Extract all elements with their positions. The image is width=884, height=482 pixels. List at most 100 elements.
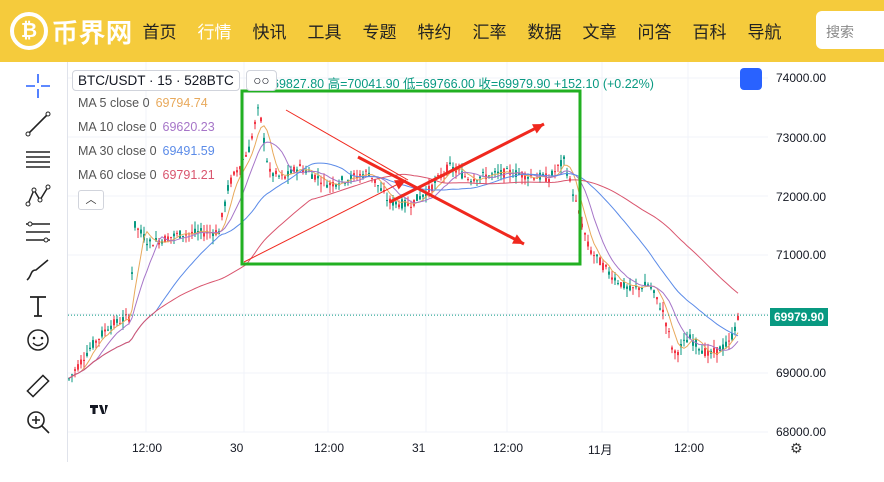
candle-body [722, 344, 724, 351]
nav-item-0[interactable]: 首页 [142, 23, 177, 42]
candle-body [203, 233, 205, 237]
candle-body [596, 254, 598, 257]
candle-body [284, 176, 286, 179]
candle-body [674, 350, 676, 354]
candle-body [293, 166, 295, 172]
candle-body [479, 176, 481, 179]
candle-body [269, 168, 271, 172]
candle-body [110, 325, 112, 330]
nav-item-4[interactable]: 专题 [362, 23, 397, 42]
time-axis[interactable]: 12:00 30 12:00 31 12:00 11月 12:00 [68, 432, 768, 462]
candle-body [605, 264, 607, 267]
site-logo[interactable]: ₿ 币界网 [10, 12, 133, 50]
pattern-icon[interactable] [24, 182, 52, 210]
candle-body [719, 346, 721, 352]
collapse-legend-button[interactable]: ︿ [78, 190, 104, 210]
candle-body [518, 173, 520, 175]
candle-body [548, 179, 550, 182]
candlestick-chart[interactable] [68, 62, 768, 462]
candle-body [77, 364, 79, 370]
ma5-line [68, 125, 739, 379]
candle-body [380, 188, 382, 191]
down-arrow-head [512, 234, 524, 244]
drawing-toolbar [0, 62, 68, 462]
candle-body [392, 199, 394, 206]
candle-body [608, 271, 610, 275]
candle-body [83, 359, 85, 362]
nav-item-2[interactable]: 快讯 [252, 23, 287, 42]
candle-body [653, 290, 655, 293]
candle-body [194, 228, 196, 234]
candle-body [623, 281, 625, 289]
candle-body [296, 169, 298, 173]
candle-body [416, 194, 418, 201]
compare-button[interactable] [740, 68, 762, 90]
candle-body [170, 236, 172, 238]
candle-body [731, 333, 733, 340]
search-input[interactable]: 搜索 [816, 11, 884, 49]
current-price-label: 69979.90 [770, 308, 828, 326]
time-tick: 30 [230, 441, 244, 455]
candle-body [686, 339, 688, 343]
candle-body [239, 166, 241, 170]
candle-body [728, 340, 730, 342]
candle-body [533, 178, 535, 180]
candle-body [341, 176, 343, 181]
candle-body [713, 347, 715, 354]
candle-body [71, 374, 73, 376]
candle-body [317, 176, 319, 179]
candle-body [698, 349, 700, 351]
trend-line-icon[interactable] [24, 110, 52, 138]
nav-item-1[interactable]: 行情 [197, 23, 232, 42]
candle-body [257, 107, 259, 109]
candle-body [602, 262, 604, 271]
brush-icon[interactable] [24, 256, 52, 284]
candle-body [320, 182, 322, 185]
nav-item-11[interactable]: 导航 [747, 23, 782, 42]
candle-body [398, 204, 400, 208]
candle-body [74, 369, 76, 371]
fib-icon[interactable] [24, 218, 52, 246]
candle-body [635, 286, 637, 288]
up-arrow [389, 122, 545, 204]
symbol-label[interactable]: BTC/USDT · 15 · 528BTC [72, 70, 240, 91]
candle-body [152, 245, 154, 247]
zoom-in-icon[interactable] [24, 408, 52, 436]
candle-body [701, 350, 703, 354]
nav-item-7[interactable]: 数据 [527, 23, 562, 42]
emoji-icon[interactable] [24, 326, 52, 354]
candle-body [587, 241, 589, 247]
price-axis[interactable]: 69979.90 74000.00 73000.00 72000.00 71000.0… [768, 62, 884, 439]
more-options-icon[interactable]: ○○ [246, 70, 277, 91]
candle-body [224, 201, 226, 207]
settings-icon[interactable]: ⚙ [790, 440, 803, 456]
candle-body [353, 173, 355, 176]
candle-body [254, 121, 256, 125]
candle-body [251, 136, 253, 139]
candle-body [473, 179, 475, 182]
price-tick: 68000.00 [776, 425, 827, 439]
candle-body [311, 174, 313, 179]
nav-item-5[interactable]: 特约 [417, 23, 452, 42]
nav-item-3[interactable]: 工具 [307, 23, 342, 42]
crosshair-icon[interactable] [24, 72, 52, 100]
candle-body [191, 231, 193, 234]
ruler-icon[interactable] [24, 372, 52, 400]
nav-item-9[interactable]: 问答 [637, 23, 672, 42]
candle-body [314, 174, 316, 180]
annotation-rectangle [240, 89, 582, 266]
candle-body [671, 347, 673, 350]
nav-item-6[interactable]: 汇率 [472, 23, 507, 42]
candle-body [470, 181, 472, 183]
price-tick: 72000.00 [776, 190, 827, 204]
horizontal-lines-icon[interactable] [24, 146, 52, 174]
price-tick: 74000.00 [776, 71, 827, 85]
nav-item-8[interactable]: 文章 [582, 23, 617, 42]
time-tick: 12:00 [132, 441, 163, 455]
candle-body [116, 319, 118, 323]
ma30-legend: MA 30 close 0 69491.59 [78, 144, 215, 158]
candle-body [563, 156, 565, 159]
text-icon[interactable] [24, 292, 52, 320]
nav-item-10[interactable]: 百科 [692, 23, 727, 42]
candle-body [734, 326, 736, 331]
